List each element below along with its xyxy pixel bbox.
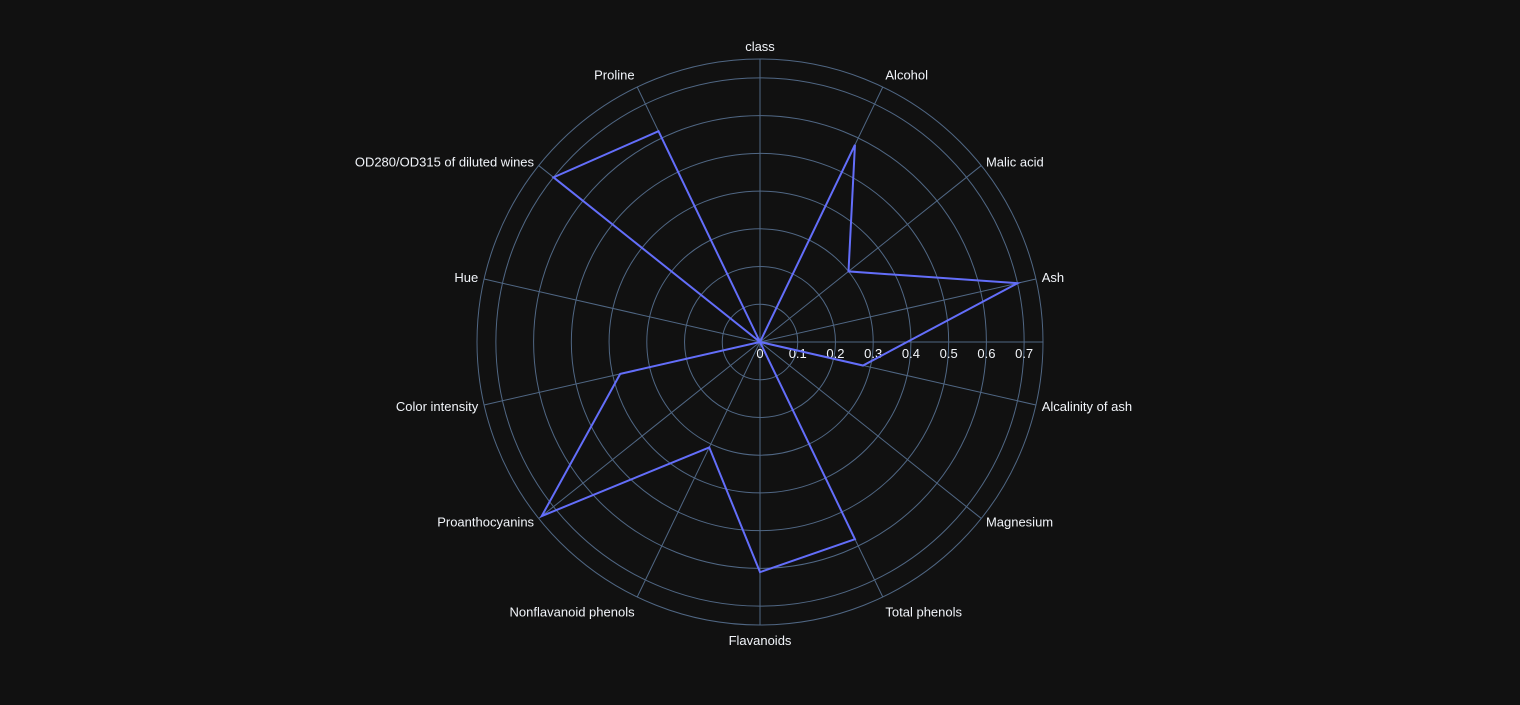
angular-tick-label: Malic acid (986, 154, 1044, 169)
angular-tick-label: Proline (594, 68, 634, 83)
angular-tick-label: Magnesium (986, 515, 1053, 530)
angular-tick-label: Alcohol (885, 68, 928, 83)
angular-gridline (636, 341, 761, 598)
angular-tick-label: Hue (454, 270, 478, 285)
angular-tick-label: Alcalinity of ash (1042, 399, 1132, 414)
angular-gridline (483, 278, 761, 343)
angular-tick-label: OD280/OD315 of diluted wines (355, 154, 535, 169)
angular-tick-label: class (745, 39, 775, 54)
radial-tick-label: 0.4 (902, 346, 920, 361)
radial-tick-label: 0.5 (940, 346, 958, 361)
radial-tick-label: 0.7 (1015, 346, 1033, 361)
angular-tick-label: Total phenols (885, 604, 962, 619)
radial-tick-label: 0.6 (977, 346, 995, 361)
angular-gridline (759, 165, 982, 343)
angular-tick-label: Proanthocyanins (437, 515, 534, 530)
angular-gridline (538, 341, 761, 519)
radial-tick-label: 0 (756, 346, 763, 361)
angular-axis-labels: class Alcohol Malic acid Ash Alcalinity of a… (355, 39, 1132, 648)
angular-tick-label: Nonflavanoid phenols (510, 604, 636, 619)
angular-gridline (759, 341, 982, 519)
angular-tick-label: Color intensity (396, 399, 479, 414)
angular-tick-label: Ash (1042, 270, 1064, 285)
angular-tick-label: Flavanoids (729, 633, 792, 648)
radial-tick-label: 0.3 (864, 346, 882, 361)
angular-gridline (759, 278, 1037, 343)
series-layer (539, 129, 1022, 574)
